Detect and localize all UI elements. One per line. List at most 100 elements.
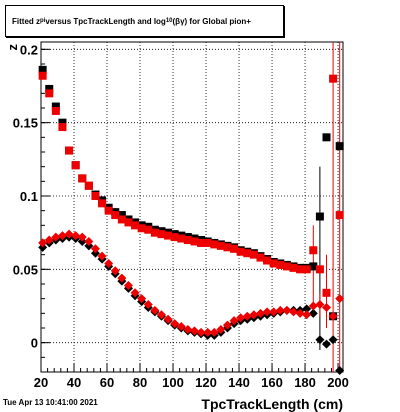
data-marker-square [117, 215, 126, 224]
data-marker-diamond [222, 320, 232, 330]
data-marker-diamond [321, 339, 331, 349]
data-marker-diamond [196, 327, 206, 337]
data-marker-diamond [203, 327, 213, 337]
data-marker-square [91, 192, 100, 200]
data-marker-diamond [262, 307, 272, 317]
data-marker-square [51, 106, 60, 115]
title-post: (βγ) for Global pion+ [172, 16, 251, 26]
data-marker-diamond [328, 311, 338, 321]
x-tick-label: 100 [162, 375, 184, 390]
chart-title: Fitted z pi versus TpcTrackLength and log… [5, 5, 284, 37]
x-tick-label: 200 [327, 375, 349, 390]
data-marker-square [111, 211, 120, 220]
title-mid: versus TpcTrackLength and log [45, 16, 166, 26]
data-marker-square [170, 233, 179, 242]
data-marker-square [243, 249, 252, 258]
data-marker-diamond [242, 311, 252, 321]
data-marker-diamond [38, 238, 48, 248]
data-marker-diamond [150, 305, 160, 315]
data-marker-square [117, 211, 126, 220]
data-marker-square [183, 236, 192, 244]
data-marker-diamond [130, 288, 140, 298]
data-marker-diamond [51, 232, 61, 242]
data-marker-diamond [255, 308, 265, 318]
x-tick-label: 60 [100, 375, 114, 390]
data-marker-diamond [249, 310, 259, 320]
data-marker-square [144, 225, 153, 234]
data-marker-diamond [90, 244, 100, 254]
data-marker-square [289, 263, 298, 272]
timestamp-footer: Tue Apr 13 10:41:00 2021 [3, 398, 98, 407]
y-tick-label: 0.2 [20, 42, 38, 57]
data-marker-diamond [328, 335, 338, 345]
data-marker-diamond [315, 335, 325, 345]
data-marker-square [296, 265, 305, 274]
data-marker-diamond [110, 266, 120, 276]
data-marker-square [157, 230, 166, 239]
data-marker-diamond [104, 258, 114, 268]
data-marker-square [263, 256, 272, 265]
data-marker-diamond [189, 326, 199, 336]
data-marker-square [51, 102, 60, 111]
data-marker-square [84, 181, 93, 190]
data-marker-square [71, 161, 80, 170]
data-marker-diamond [176, 322, 186, 332]
data-marker-diamond [229, 316, 239, 326]
data-marker-diamond [302, 310, 312, 320]
data-marker-square [98, 199, 107, 208]
data-marker-diamond [295, 308, 305, 318]
data-marker-diamond [335, 366, 345, 376]
plot-frame [40, 41, 344, 373]
x-tick-label: 160 [261, 375, 283, 390]
data-marker-square [38, 65, 47, 74]
data-marker-square [329, 74, 338, 83]
data-marker-square [309, 246, 318, 255]
x-tick-label: 20 [34, 375, 48, 390]
data-marker-diamond [183, 324, 193, 334]
data-marker-diamond [321, 302, 331, 312]
data-marker-square [190, 237, 199, 246]
y-tick-label: 0.15 [13, 116, 38, 131]
data-marker-square [124, 218, 133, 227]
data-marker-diamond [308, 308, 318, 318]
data-marker-square [177, 234, 186, 243]
data-marker-diamond [44, 235, 54, 245]
data-marker-square [203, 238, 212, 247]
data-marker-diamond [216, 324, 226, 334]
data-marker-square [65, 146, 74, 155]
data-marker-square [78, 174, 87, 183]
data-marker-square [269, 259, 278, 268]
x-tick-label: 80 [133, 375, 147, 390]
title-pre: Fitted z [12, 16, 40, 26]
y-tick-label: 0.1 [20, 189, 38, 204]
data-marker-diamond [288, 307, 298, 317]
data-marker-square [216, 241, 225, 250]
data-marker-square [315, 265, 324, 274]
y-axis-title: z [5, 44, 20, 51]
data-marker-diamond [236, 313, 246, 323]
data-marker-diamond [137, 294, 147, 304]
data-marker-square [58, 118, 67, 127]
data-marker-diamond [84, 236, 94, 246]
data-marker-square [197, 238, 206, 247]
data-marker-diamond [163, 314, 173, 324]
data-marker-square [38, 71, 47, 80]
data-marker-diamond [64, 229, 74, 239]
data-marker-diamond [275, 305, 285, 315]
data-marker-square [256, 253, 265, 262]
data-marker-square [315, 212, 324, 221]
data-marker-square [249, 250, 258, 259]
data-marker-square [104, 206, 113, 215]
data-marker-diamond [308, 301, 318, 311]
data-marker-diamond [57, 231, 67, 241]
y-tick-label: 0 [31, 336, 38, 351]
data-marker-square [276, 260, 285, 269]
data-marker-diamond [77, 232, 87, 242]
title-sub-pi: pi [40, 18, 46, 24]
data-marker-diamond [117, 273, 127, 283]
data-marker-square [230, 244, 239, 253]
data-marker-square [282, 262, 291, 271]
data-marker-square [322, 133, 331, 142]
data-marker-diamond [315, 300, 325, 310]
